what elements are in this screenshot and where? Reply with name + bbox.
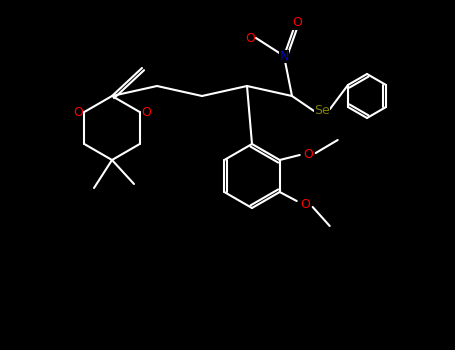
Text: N: N — [279, 49, 288, 63]
Text: O: O — [141, 105, 151, 119]
Text: O: O — [300, 197, 310, 210]
Text: O: O — [73, 105, 83, 119]
Text: O: O — [245, 32, 255, 44]
Text: Se: Se — [314, 105, 330, 118]
Text: O: O — [303, 148, 313, 161]
Text: O: O — [292, 16, 302, 29]
